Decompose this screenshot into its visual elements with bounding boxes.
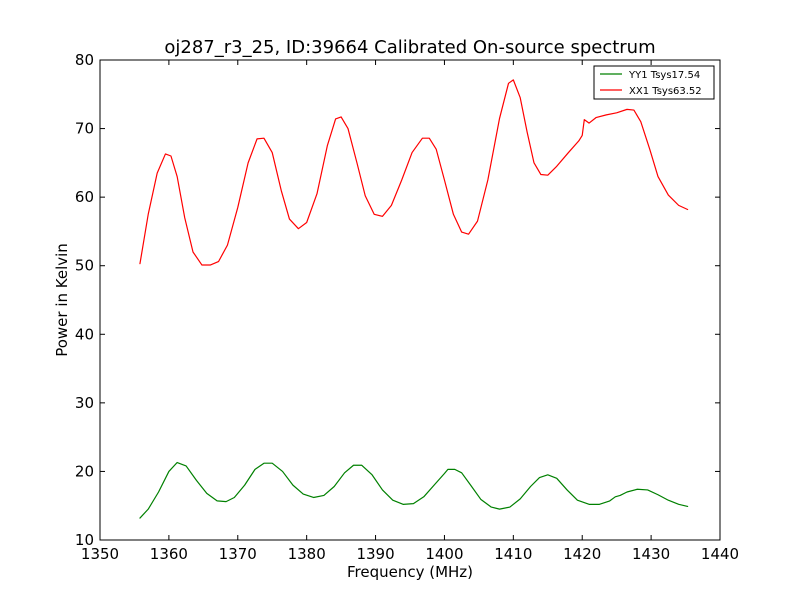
y-tick-label-3: 40 (75, 325, 94, 343)
y-tick-label-5: 60 (75, 188, 94, 206)
x-tick-label-3: 1380 (288, 545, 326, 563)
x-tick-label-4: 1390 (356, 545, 394, 563)
chart-title: oj287_r3_25, ID:39664 Calibrated On-sour… (164, 37, 655, 58)
x-tick-label-9: 1440 (701, 545, 739, 563)
plot-area (99, 59, 721, 541)
plot-frame (99, 59, 721, 541)
x-tick-label-1: 1360 (150, 545, 188, 563)
series-line-1 (139, 79, 689, 266)
y-tick-label-1: 20 (75, 462, 94, 480)
x-tick-labels: 1350 1360 1370 1380 1390 1400 1410 1420 1430 1440 (81, 545, 739, 563)
legend-label-xx1: XX1 Tsys63.52 (629, 86, 702, 97)
series-layer (139, 79, 689, 519)
y-tick-label-7: 80 (75, 51, 94, 69)
x-tick-label-2: 1370 (219, 545, 257, 563)
x-tick-label-7: 1420 (563, 545, 601, 563)
y-tick-labels: 10 20 30 40 50 60 70 80 (75, 51, 94, 549)
plot-background (100, 60, 720, 540)
x-axis-label: Frequency (MHz) (347, 563, 473, 581)
legend-label-yy1: YY1 Tsys17.54 (628, 70, 700, 81)
legend-box (593, 65, 715, 100)
y-axis-label: Power in Kelvin (53, 243, 71, 357)
x-tick-label-5: 1400 (425, 545, 463, 563)
x-tick-label-8: 1430 (632, 545, 670, 563)
y-tick-label-4: 50 (75, 257, 94, 275)
x-tick-label-6: 1410 (494, 545, 532, 563)
y-tick-label-6: 70 (75, 120, 94, 138)
series-line-0 (139, 461, 689, 519)
y-tick-label-2: 30 (75, 394, 94, 412)
y-tick-label-0: 10 (75, 531, 94, 549)
x-tick-label-0: 1350 (81, 545, 119, 563)
legend: YY1 Tsys17.54 XX1 Tsys63.52 (593, 65, 715, 100)
